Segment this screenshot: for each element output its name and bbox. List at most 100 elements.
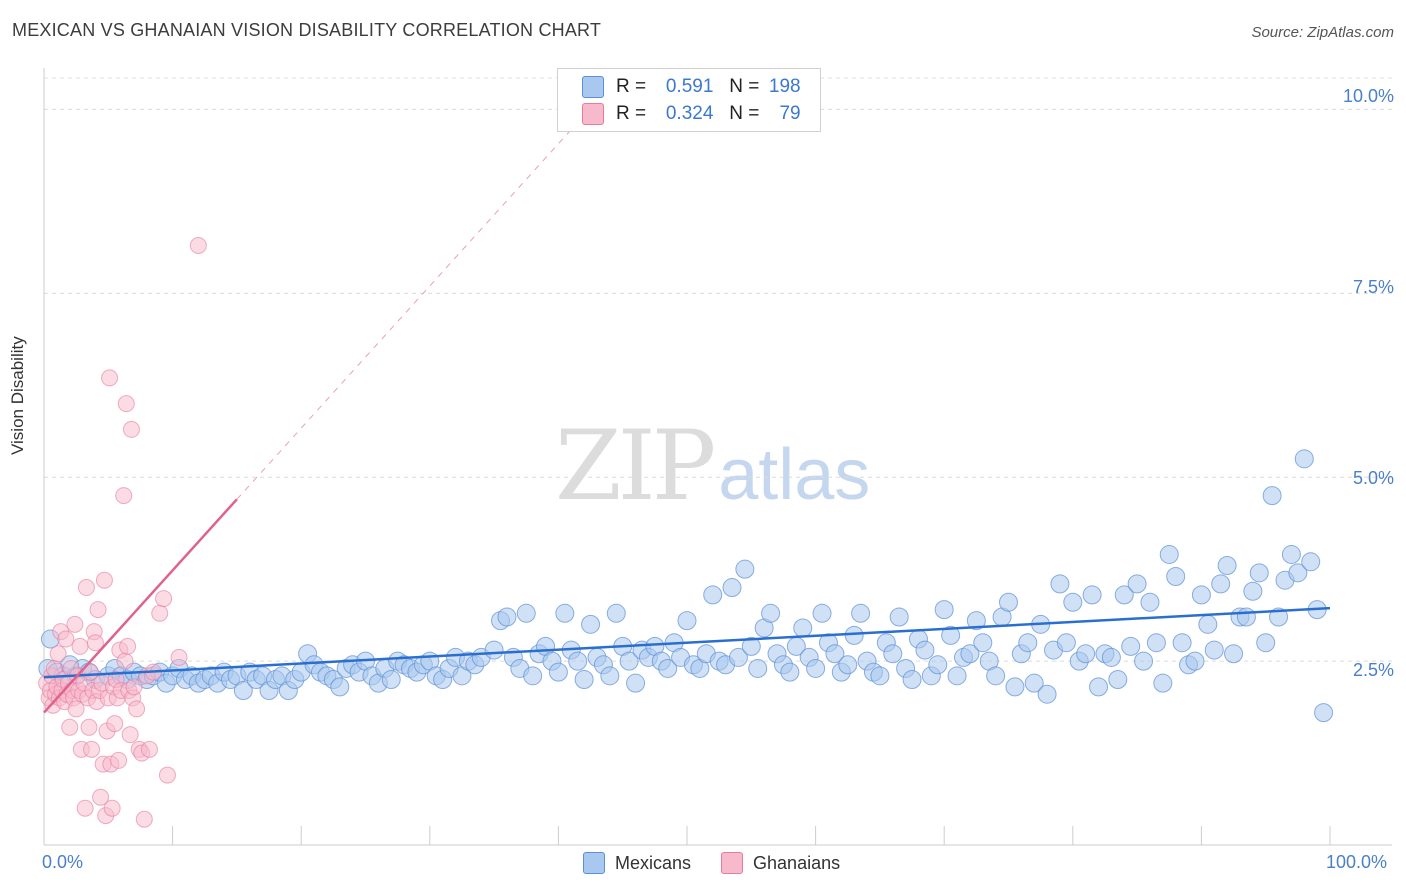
data-point-mexicans bbox=[889, 607, 909, 627]
legend-row-mexicans: R = 0.591 N = 198 bbox=[582, 75, 801, 99]
data-point-mexicans bbox=[330, 677, 350, 697]
y-tick-label: 7.5% bbox=[1352, 277, 1394, 297]
data-point-ghanaians bbox=[106, 715, 124, 733]
data-point-mexicans bbox=[1243, 581, 1263, 601]
data-point-mexicans bbox=[1204, 640, 1224, 660]
data-point-ghanaians bbox=[151, 604, 169, 622]
data-point-ghanaians bbox=[77, 579, 95, 597]
data-point-mexicans bbox=[825, 644, 845, 664]
data-point-mexicans bbox=[658, 658, 678, 678]
data-point-ghanaians bbox=[66, 615, 84, 633]
legend-swatch-pink bbox=[721, 852, 744, 874]
data-point-ghanaians bbox=[125, 678, 143, 696]
data-point-ghanaians bbox=[76, 799, 94, 817]
data-point-ghanaians bbox=[170, 648, 188, 666]
data-point-mexicans bbox=[735, 559, 755, 579]
data-point-mexicans bbox=[1140, 592, 1160, 612]
data-point-mexicans bbox=[870, 666, 890, 686]
trend-extension-ghanaians bbox=[236, 79, 617, 500]
data-point-mexicans bbox=[928, 655, 948, 675]
trend-line-ghanaians bbox=[43, 498, 238, 714]
data-point-mexicans bbox=[761, 603, 781, 623]
data-point-mexicans bbox=[1166, 567, 1186, 587]
data-point-mexicans bbox=[1236, 607, 1256, 627]
data-point-mexicans bbox=[1153, 673, 1173, 693]
data-point-mexicans bbox=[1224, 644, 1244, 664]
data-point-mexicans bbox=[626, 673, 646, 693]
legend-n-label: N = bbox=[729, 76, 760, 97]
data-point-mexicans bbox=[1185, 651, 1205, 671]
legend-r-label: R = bbox=[616, 76, 647, 97]
data-point-mexicans bbox=[1159, 544, 1179, 564]
data-point-mexicans bbox=[1127, 574, 1147, 594]
data-point-mexicans bbox=[581, 614, 601, 634]
legend-swatch-blue bbox=[583, 852, 605, 874]
watermark-atlas: atlas bbox=[718, 435, 871, 515]
data-point-mexicans bbox=[1301, 552, 1321, 572]
data-point-mexicans bbox=[1063, 592, 1083, 612]
legend-swatch-blue bbox=[582, 76, 604, 98]
data-point-ghanaians bbox=[158, 766, 176, 784]
data-point-mexicans bbox=[1056, 633, 1076, 653]
chart-title: MEXICAN VS GHANAIAN VISION DISABILITY CO… bbox=[12, 20, 602, 40]
data-point-mexicans bbox=[973, 633, 993, 653]
legend-label-ghanaians: Ghanaians bbox=[753, 852, 841, 873]
watermark: ZIPatlas bbox=[555, 410, 870, 522]
legend-n-label: N = bbox=[729, 103, 760, 124]
data-point-mexicans bbox=[606, 603, 626, 623]
x-tick-label: 0.0% bbox=[42, 852, 84, 872]
data-point-mexicans bbox=[516, 603, 536, 623]
bottom-legend: Mexicans Ghanaians bbox=[583, 852, 870, 874]
watermark-zip: ZIP bbox=[555, 410, 716, 522]
data-point-mexicans bbox=[947, 666, 967, 686]
data-point-mexicans bbox=[838, 655, 858, 675]
data-point-mexicans bbox=[1108, 669, 1128, 689]
data-point-mexicans bbox=[600, 666, 620, 686]
data-point-ghanaians bbox=[135, 810, 153, 828]
data-point-mexicans bbox=[523, 666, 543, 686]
data-point-mexicans bbox=[1089, 677, 1109, 697]
data-point-mexicans bbox=[548, 662, 568, 682]
data-point-ghanaians bbox=[95, 571, 113, 589]
bottom-legend-ghanaians: Ghanaians bbox=[721, 852, 840, 874]
data-point-mexicans bbox=[934, 600, 954, 620]
data-point-ghanaians bbox=[155, 590, 173, 608]
data-point-ghanaians bbox=[86, 634, 104, 652]
data-point-mexicans bbox=[1101, 647, 1121, 667]
y-tick-label: 5.0% bbox=[1352, 468, 1394, 488]
data-point-mexicans bbox=[960, 644, 980, 664]
data-point-mexicans bbox=[722, 578, 742, 598]
data-point-ghanaians bbox=[61, 718, 79, 736]
data-point-mexicans bbox=[883, 644, 903, 664]
data-point-ghanaians bbox=[121, 726, 139, 744]
legend-r-value: 0.324 bbox=[665, 103, 714, 124]
data-point-ghanaians bbox=[128, 700, 146, 718]
legend-swatch-pink bbox=[582, 103, 604, 125]
data-point-mexicans bbox=[484, 640, 504, 660]
data-point-mexicans bbox=[1249, 563, 1269, 583]
data-point-mexicans bbox=[1114, 585, 1134, 605]
data-point-mexicans bbox=[1191, 585, 1211, 605]
data-point-ghanaians bbox=[57, 630, 75, 648]
data-point-ghanaians bbox=[101, 369, 119, 387]
data-point-ghanaians bbox=[119, 637, 137, 655]
legend-r-value: 0.591 bbox=[665, 76, 714, 97]
bottom-legend-mexicans: Mexicans bbox=[583, 852, 691, 874]
data-point-mexicans bbox=[497, 607, 517, 627]
data-point-mexicans bbox=[851, 603, 871, 623]
legend-row-ghanaians: R = 0.324 N = 79 bbox=[582, 102, 801, 126]
data-point-mexicans bbox=[728, 647, 748, 667]
data-point-mexicans bbox=[381, 669, 401, 689]
data-point-mexicans bbox=[966, 611, 986, 631]
data-point-mexicans bbox=[677, 611, 697, 631]
data-point-mexicans bbox=[1172, 633, 1192, 653]
legend-n-value: 79 bbox=[779, 103, 801, 124]
data-point-mexicans bbox=[748, 658, 768, 678]
data-point-mexicans bbox=[1146, 633, 1166, 653]
data-point-ghanaians bbox=[103, 799, 121, 817]
legend-r-label: R = bbox=[616, 103, 647, 124]
data-point-mexicans bbox=[1018, 633, 1038, 653]
trend-line-mexicans bbox=[43, 606, 1331, 679]
data-point-mexicans bbox=[902, 669, 922, 689]
